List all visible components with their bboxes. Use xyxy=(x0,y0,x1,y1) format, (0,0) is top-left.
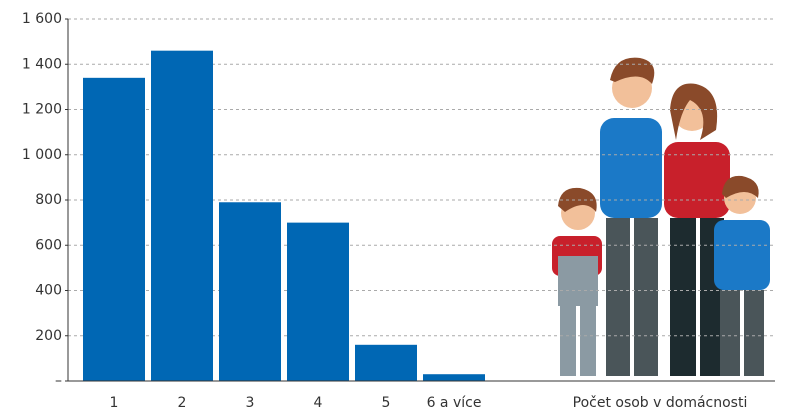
y-tick-label: 600 xyxy=(35,237,62,253)
y-tick-label: 1 400 xyxy=(22,56,62,72)
y-tick-label: 800 xyxy=(35,192,62,208)
x-tick-label: 5 xyxy=(382,395,391,410)
bar xyxy=(219,202,281,381)
bar xyxy=(423,374,485,381)
y-tick-label: 1 200 xyxy=(22,102,62,118)
y-tick-label: 200 xyxy=(35,328,62,344)
x-tick-label: 4 xyxy=(314,395,323,410)
x-tick-label: 2 xyxy=(178,395,187,410)
bar xyxy=(83,77,145,381)
x-axis-label: Počet osob v domácnosti xyxy=(573,395,748,410)
illustration xyxy=(552,57,770,376)
y-tick-label: – xyxy=(55,373,62,389)
bar xyxy=(287,222,349,381)
bar xyxy=(355,344,417,381)
bar xyxy=(151,50,213,382)
y-tick-label: 400 xyxy=(35,283,62,299)
y-tick-label: 1 000 xyxy=(22,147,62,163)
x-tick-label: 6 a více xyxy=(427,395,482,410)
x-tick-label: 1 xyxy=(110,395,119,410)
y-tick-label: 1 600 xyxy=(22,11,62,27)
x-tick-label: 3 xyxy=(246,395,255,410)
